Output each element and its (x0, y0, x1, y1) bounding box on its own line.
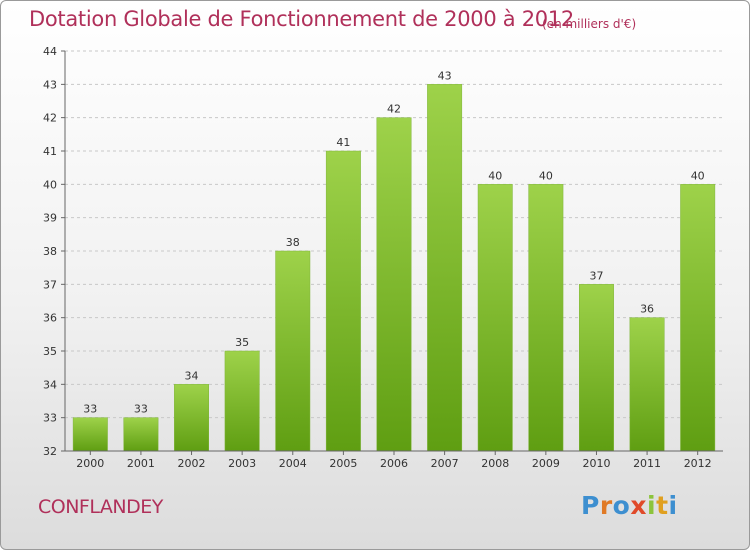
x-tick-label: 2003 (228, 457, 256, 470)
y-tick-label: 33 (43, 412, 57, 425)
y-tick-label: 41 (43, 145, 57, 158)
x-tick-label: 2011 (633, 457, 661, 470)
x-tick-label: 2010 (582, 457, 610, 470)
bar-value-label: 41 (336, 136, 350, 149)
y-tick-label: 35 (43, 345, 57, 358)
bar-value-label: 40 (488, 169, 502, 182)
logo-letter: t (656, 491, 669, 520)
bar-2003 (224, 350, 260, 452)
bar-value-label: 34 (185, 369, 199, 382)
bar-2004 (275, 250, 311, 452)
x-tick-label: 2008 (481, 457, 509, 470)
chart-unit-note: (en milliers d'€) (542, 17, 637, 31)
bar-2007 (427, 84, 463, 452)
y-tick-label: 37 (43, 278, 57, 291)
logo-letter: P (581, 491, 600, 520)
logo-letter: i (668, 491, 678, 520)
x-tick-label: 2004 (279, 457, 307, 470)
bar-2008 (477, 184, 513, 452)
x-tick-label: 2009 (532, 457, 560, 470)
bar-2006 (376, 117, 412, 452)
logo-letter: o (612, 491, 631, 520)
bar-value-label: 42 (387, 103, 401, 116)
bar-2010 (579, 284, 614, 452)
y-tick-label: 36 (43, 312, 57, 325)
logo-letter: i (647, 491, 657, 520)
bar-2000 (72, 417, 108, 452)
bar-2012 (680, 184, 716, 452)
bars: 33 33 34 35 38 41 42 43 40 40 37 36 40 (72, 69, 716, 452)
y-tick-label: 40 (43, 178, 57, 191)
bar-value-label: 38 (286, 236, 300, 249)
bar-2011 (629, 317, 665, 452)
bar-2009 (528, 184, 564, 452)
proxiti-logo: Proxiti (581, 491, 678, 520)
logo-letter: r (599, 491, 613, 520)
logo-letter: x (630, 491, 647, 520)
x-tick-label: 2000 (76, 457, 104, 470)
bar-2002 (174, 384, 209, 452)
bar-value-label: 43 (438, 69, 452, 82)
x-tick-label: 2006 (380, 457, 408, 470)
x-tick-label: 2002 (178, 457, 206, 470)
y-tick-label: 38 (43, 245, 57, 258)
commune-name: CONFLANDEY (38, 496, 163, 518)
x-tick-label: 2001 (127, 457, 155, 470)
x-tick-label: 2012 (684, 457, 712, 470)
bar-value-label: 40 (539, 169, 553, 182)
y-tick-label: 43 (43, 78, 57, 91)
chart-title: Dotation Globale de Fonctionnement de 20… (29, 7, 574, 31)
x-tick-label: 2007 (431, 457, 459, 470)
bar-value-label: 36 (640, 303, 654, 316)
y-tick-label: 42 (43, 112, 57, 125)
y-tick-label: 32 (43, 445, 57, 458)
axes: 32 33 34 35 36 37 38 39 40 41 42 43 44 2000 2001 2002 20… (43, 45, 723, 470)
bar-2001 (123, 417, 159, 452)
bar-value-label: 35 (235, 336, 249, 349)
bar-2005 (325, 150, 361, 452)
bar-value-label: 37 (589, 269, 603, 282)
y-tick-label: 39 (43, 212, 57, 225)
x-tick-label: 2005 (329, 457, 357, 470)
bar-value-label: 33 (134, 403, 148, 416)
bar-value-label: 40 (691, 169, 705, 182)
bar-value-label: 33 (83, 403, 97, 416)
y-tick-label: 34 (43, 378, 57, 391)
y-tick-label: 44 (43, 45, 57, 58)
